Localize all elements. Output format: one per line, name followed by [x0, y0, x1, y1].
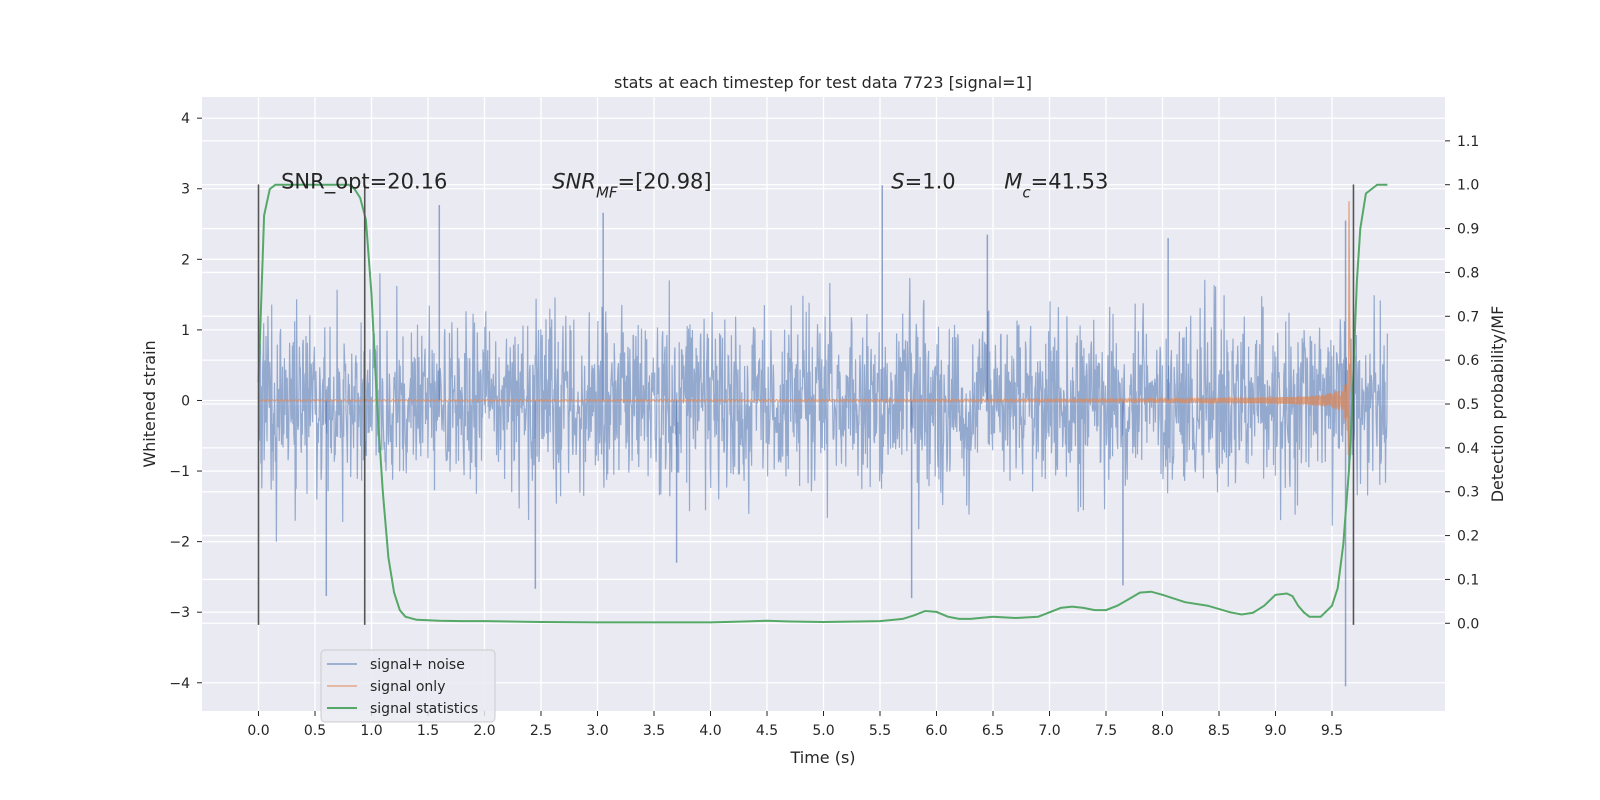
x-tick-label-9: 4.5	[756, 723, 778, 739]
marker-lines	[257, 184, 1355, 625]
series-signal-only	[258, 201, 1355, 456]
annotation-s-value: S=1.0	[891, 170, 955, 194]
y-tick-label-3: 1	[181, 323, 190, 339]
y2-tick-label-4: 0.7	[1457, 309, 1479, 325]
y-tick-label-4: 0	[181, 393, 190, 409]
y-tick-label-0: 4	[181, 111, 190, 127]
x-tick-label-3: 1.5	[417, 723, 439, 739]
statistic-curve	[257, 183, 1388, 624]
x-tick-label-8: 4.0	[699, 723, 721, 739]
y2-tick-label-7: 0.4	[1457, 441, 1479, 457]
x-tick-label-2: 1.0	[360, 723, 382, 739]
x-axis-title: Time (s)	[789, 748, 855, 767]
y-tick-label-5: −1	[169, 464, 190, 480]
chart-title: stats at each timestep for test data 772…	[614, 73, 1032, 92]
legend: signal+ noise signal only signal statistic…	[320, 649, 496, 723]
x-tick-label-11: 5.5	[869, 723, 891, 739]
x-tick-label-1: 0.5	[304, 723, 326, 739]
y-tick-label-2: 2	[181, 252, 190, 268]
x-tick-label-17: 8.5	[1208, 723, 1230, 739]
y2-tick-label-10: 0.1	[1457, 572, 1479, 588]
x-tick-label-18: 9.0	[1264, 723, 1286, 739]
y2-tick-label-6: 0.5	[1457, 397, 1479, 413]
y-tick-label-1: 3	[181, 182, 190, 198]
x-tick-label-7: 3.5	[643, 723, 665, 739]
y2-tick-label-9: 0.2	[1457, 529, 1479, 545]
x-tick-label-10: 5.0	[812, 723, 834, 739]
axis-ticks: 0.0 0.5 1.0 1.5 2.0 2.5 3.0 3.5 4.0 4.5 5.0 5.5 6.0 6…	[169, 111, 1479, 739]
annotation-snr-opt: SNR_opt=20.16	[281, 170, 447, 195]
chirp-trace	[258, 201, 1355, 456]
y2-axis-title: Detection probability/MF	[1488, 306, 1507, 503]
y2-tick-label-11: 0.0	[1457, 616, 1479, 632]
x-tick-label-19: 9.5	[1321, 723, 1343, 739]
x-tick-label-15: 7.5	[1095, 723, 1117, 739]
y2-tick-label-2: 0.9	[1457, 222, 1479, 238]
y2-tick-label-5: 0.6	[1457, 353, 1479, 369]
y-tick-label-6: −2	[169, 535, 190, 551]
x-tick-label-4: 2.0	[473, 723, 495, 739]
x-tick-label-12: 6.0	[925, 723, 947, 739]
legend-box	[320, 649, 496, 723]
y2-tick-label-0: 1.1	[1457, 134, 1479, 150]
annotation-mc-value: Mc=41.53	[1004, 170, 1108, 202]
y2-tick-label-8: 0.3	[1457, 485, 1479, 501]
x-tick-label-13: 6.5	[982, 723, 1004, 739]
legend-label-signal-only: signal only	[370, 679, 445, 695]
x-tick-label-16: 8.0	[1151, 723, 1173, 739]
y-tick-label-8: −4	[169, 676, 190, 692]
series-signal-statistics	[257, 183, 1388, 624]
x-tick-label-6: 3.0	[586, 723, 608, 739]
y2-tick-label-1: 1.0	[1457, 178, 1479, 194]
annotation-snr-mf: SNRMF=[20.98]	[552, 170, 711, 202]
x-tick-label-5: 2.5	[530, 723, 552, 739]
noise-trace	[257, 273, 1388, 542]
x-tick-label-14: 7.0	[1038, 723, 1060, 739]
x-tick-label-0: 0.0	[247, 723, 269, 739]
legend-label-signal-statistics: signal statistics	[370, 701, 478, 717]
legend-label-signal-plus-noise: signal+ noise	[370, 657, 465, 673]
y-tick-label-7: −3	[169, 605, 190, 621]
annotations: SNR_opt=20.16 SNRMF=[20.98] S=1.0 Mc=41.53	[281, 170, 1108, 202]
series-signal-plus-noise	[257, 185, 1388, 687]
y2-tick-label-3: 0.8	[1457, 265, 1479, 281]
y-axis-title: Whitened strain	[140, 340, 159, 467]
